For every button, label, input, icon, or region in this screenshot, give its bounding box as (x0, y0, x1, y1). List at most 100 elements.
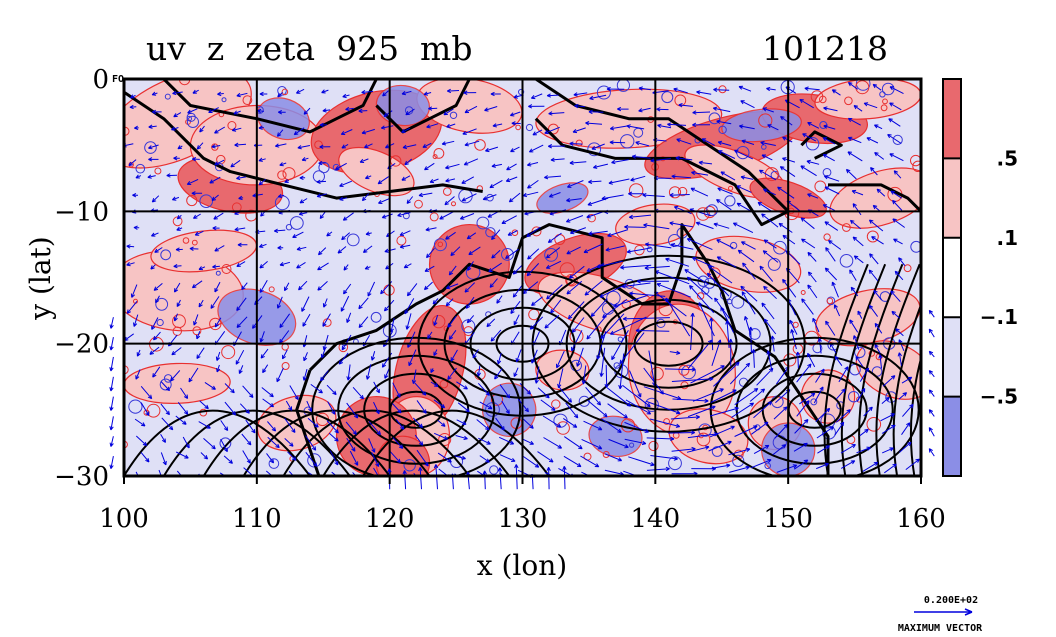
wind-vector (789, 319, 798, 335)
wind-vector (689, 285, 715, 314)
wind-vector (338, 352, 349, 365)
wind-vector (508, 192, 521, 203)
wind-vector (505, 248, 519, 259)
coastline (124, 90, 483, 200)
wind-vector (461, 193, 477, 202)
wind-vector (397, 212, 411, 218)
wind-vector (567, 301, 585, 320)
wind-vector (624, 421, 649, 433)
wind-vector (547, 232, 562, 243)
wind-vector (824, 186, 840, 195)
wind-vector (188, 367, 199, 383)
vorticity-speckle (268, 286, 275, 293)
wind-vector (668, 430, 696, 435)
wind-vector (259, 331, 265, 343)
vorticity-speckle (414, 199, 423, 209)
wind-vector (728, 447, 751, 456)
vorticity-speckle (706, 204, 718, 217)
wind-vector (370, 351, 376, 361)
wind-vector (532, 129, 543, 136)
wind-vector (199, 125, 205, 133)
height-contour (909, 354, 921, 476)
vorticity-speckle (124, 440, 128, 449)
wind-vector (318, 160, 326, 166)
wind-vector (604, 453, 623, 462)
x-tick-label: 110 (232, 504, 282, 534)
wind-vector (687, 405, 716, 418)
wind-vector (580, 455, 600, 468)
wind-vector (822, 137, 836, 145)
wind-vector (545, 260, 562, 269)
wind-vector (734, 425, 758, 437)
wind-vector (273, 228, 286, 233)
wind-vector (901, 376, 913, 384)
wind-vector (491, 163, 502, 168)
wind-vector (173, 313, 178, 322)
wind-vector (404, 298, 415, 315)
wind-vector (825, 247, 836, 262)
wind-vector (772, 444, 787, 456)
vorticity-speckle (282, 167, 296, 181)
vorticity-speckle (227, 121, 237, 130)
wind-vector (461, 176, 475, 184)
vorticity-speckle (154, 167, 162, 175)
height-contour (282, 409, 471, 476)
wind-vector (279, 313, 291, 329)
wind-vector (155, 295, 160, 304)
vorticity-speckle (644, 397, 659, 412)
wind-vector (566, 246, 581, 255)
wind-vector (198, 299, 204, 308)
wind-vector (529, 316, 544, 330)
wind-vector (766, 350, 773, 371)
wind-vector (467, 261, 474, 271)
wind-vector (340, 295, 350, 312)
wind-vector (802, 133, 817, 142)
wind-vector (359, 158, 369, 163)
height-contour (858, 263, 904, 476)
wind-vector (507, 230, 518, 236)
wind-vector (599, 347, 606, 377)
wind-vector (395, 418, 405, 430)
wind-vector (513, 367, 519, 377)
chart-title: uv z zeta 925 mb (146, 29, 472, 68)
wind-vector (199, 400, 209, 410)
wind-vector (196, 331, 201, 340)
vorticity-speckle (164, 93, 171, 100)
vorticity-speckle (559, 262, 575, 278)
wind-vector (213, 212, 224, 220)
wind-vector (193, 314, 199, 326)
height-contour (337, 354, 496, 465)
colorbar-swatch (943, 237, 961, 318)
wind-vector (337, 246, 347, 254)
wind-vector (581, 365, 587, 385)
wind-vector (656, 107, 669, 112)
wind-vector (711, 463, 731, 469)
vorticity-speckle (565, 273, 578, 287)
vorticity-speckle (531, 226, 542, 237)
wind-vector (825, 320, 836, 336)
wind-vector (646, 466, 670, 472)
wind-vector (433, 399, 446, 409)
vorticity-speckle (544, 248, 558, 262)
wind-vector (905, 458, 920, 470)
wind-vector (740, 100, 755, 109)
wind-vector (345, 421, 357, 435)
wind-vector (526, 162, 539, 167)
wind-vector (298, 280, 308, 291)
wind-vector (856, 387, 866, 402)
wind-vector (426, 123, 439, 129)
wind-vector (807, 352, 816, 368)
wind-vector (815, 407, 831, 423)
wind-vector (741, 241, 756, 250)
wind-vector (713, 222, 730, 229)
wind-vector (292, 231, 304, 238)
wind-vector (870, 167, 878, 176)
y-tick-label: 0 (92, 65, 109, 95)
vorticity-speckle (892, 134, 903, 145)
wind-vector (148, 124, 157, 129)
wind-vector (150, 264, 156, 270)
wind-vector (869, 253, 879, 265)
wind-vector (596, 331, 607, 360)
wind-vector (446, 123, 456, 128)
wind-vector (547, 144, 565, 149)
